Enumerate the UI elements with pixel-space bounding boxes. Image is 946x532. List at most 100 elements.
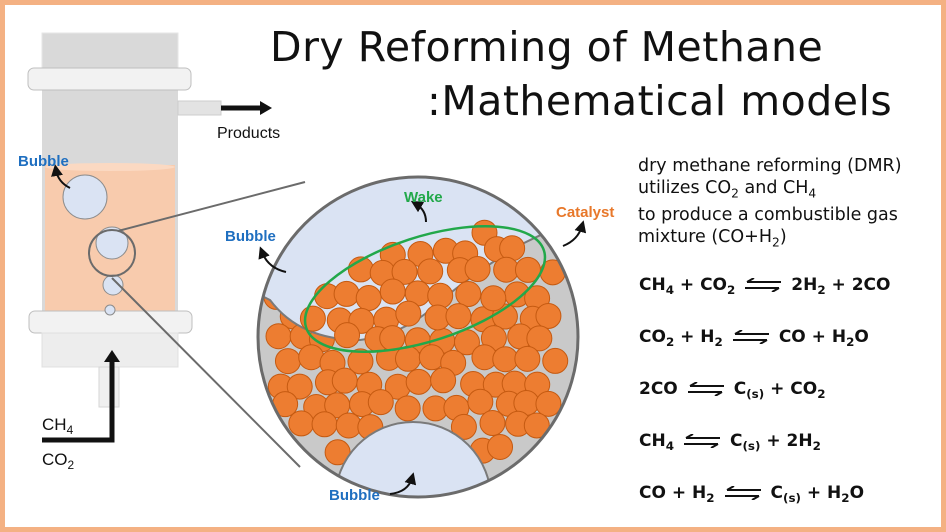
subscript: 2 — [67, 458, 75, 473]
catalyst-particle — [526, 325, 553, 352]
subscript: 2 — [846, 335, 855, 350]
reactants: CH4 + CO2 — [639, 275, 736, 298]
text-segment: utilizes CO — [638, 178, 732, 198]
catalyst-particle — [331, 367, 358, 394]
bubble-label-reactor: Bubble — [18, 153, 69, 170]
text-segment: + H — [800, 483, 842, 503]
catalyst-particle — [523, 412, 550, 439]
catalyst-particle — [535, 302, 562, 329]
equilibrium-arrow-icon — [735, 275, 791, 295]
catalyst-particle — [535, 390, 562, 417]
catalyst-particle — [311, 411, 338, 438]
subscript: 4 — [665, 439, 674, 454]
reaction-equation: CO2 + H2 CO + H2O — [639, 327, 869, 349]
wake-outline — [303, 224, 547, 354]
subscript: 4 — [808, 186, 817, 201]
subscript: 2 — [841, 491, 850, 506]
feed-flow-arrow-icon — [42, 360, 115, 443]
catalyst-particle — [286, 373, 313, 400]
subscript: (s) — [783, 491, 801, 506]
catalyst-particle — [265, 323, 292, 350]
text-segment: CO — [639, 327, 666, 347]
text-segment: C — [733, 379, 747, 399]
catalyst-particle — [394, 395, 421, 422]
text-segment: CH — [42, 415, 67, 434]
subscript: (s) — [742, 439, 761, 454]
catalyst-particle — [480, 285, 507, 312]
equilibrium-arrow-icon — [674, 431, 730, 451]
text-segment: + CO — [674, 275, 728, 295]
text-segment: CO + H — [778, 327, 847, 347]
bubble-column-reactor — [27, 32, 222, 408]
catalyst-particle — [464, 256, 491, 283]
text-segment: O — [849, 483, 865, 503]
subscript: 4 — [665, 283, 674, 298]
zoom-indicator — [88, 229, 136, 277]
text-segment: to produce a combustible gas — [638, 205, 898, 226]
bubble-label-bottom: Bubble — [329, 487, 380, 504]
text-segment: mixture (CO+H — [638, 227, 773, 248]
products: C(s) + H2O — [771, 483, 865, 506]
products: CO + H2O — [778, 327, 869, 350]
catalyst-particle — [467, 388, 494, 415]
description-line: utilizes CO2 and CH4 — [638, 177, 902, 204]
curved-pointer-arrow-icon — [51, 164, 71, 189]
text-segment: 2CO — [639, 379, 678, 399]
feed-ch4-label: CH4 — [42, 415, 73, 437]
subscript: 2 — [727, 283, 736, 298]
catalyst-particle — [430, 367, 457, 394]
catalyst-particle — [405, 368, 432, 395]
subscript: 2 — [817, 283, 826, 298]
description-line: mixture (CO+H2) — [638, 226, 902, 253]
catalyst-particle — [418, 344, 445, 371]
subscript: 2 — [706, 491, 715, 506]
catalyst-particle — [417, 258, 444, 285]
text-segment: C — [730, 431, 743, 451]
catalyst-particle — [493, 256, 520, 283]
catalyst-particle — [514, 345, 541, 372]
products-label: Products — [217, 125, 281, 142]
catalyst-particle — [333, 280, 360, 307]
catalyst-particle — [395, 300, 422, 327]
title-line-2: :Mathematical models — [427, 77, 893, 125]
description-line: to produce a combustible gas — [638, 204, 902, 226]
text-segment: CO + H — [639, 483, 707, 503]
text-segment: CO — [42, 450, 68, 469]
catalyst-label: Catalyst — [556, 204, 615, 221]
catalyst-particle — [455, 281, 482, 308]
text-segment: ) — [779, 227, 787, 248]
catalyst-particle — [427, 282, 454, 309]
text-segment: dry methane reforming (DMR) — [638, 156, 902, 176]
catalyst-particle — [492, 346, 519, 373]
reaction-equation: CH4 + CO2 2H2 + 2CO — [639, 275, 890, 297]
products: 2H2 + 2CO — [791, 275, 891, 298]
description-line: dry methane reforming (DMR) — [638, 155, 902, 177]
bubble-label-top: Bubble — [225, 228, 276, 245]
subscript: (s) — [746, 387, 765, 402]
products: C(s) + CO2 — [733, 379, 826, 402]
catalyst-particle — [288, 410, 315, 437]
equilibrium-arrow-icon — [678, 379, 734, 399]
text-segment: + H — [674, 327, 715, 347]
reactants: CO + H2 — [639, 483, 715, 506]
title-line-1: Dry Reforming of Methane — [270, 23, 824, 71]
subscript: 2 — [772, 235, 780, 250]
catalyst-particle — [379, 325, 406, 352]
text-segment: CH — [639, 275, 666, 295]
text-segment: + 2H — [760, 431, 813, 451]
equilibrium-arrow-icon — [715, 483, 771, 503]
reaction-equation: 2CO C(s) + CO2 — [639, 379, 826, 401]
catalyst-particle — [542, 347, 569, 374]
subscript: 4 — [66, 423, 74, 438]
subscript: 2 — [817, 387, 826, 402]
text-segment: + 2CO — [825, 275, 891, 295]
subscript: 2 — [731, 186, 739, 201]
catalyst-particle — [391, 258, 418, 285]
catalyst-particle — [379, 278, 406, 305]
catalyst-particle — [367, 389, 394, 416]
subscript: 2 — [812, 439, 821, 454]
text-segment: + CO — [764, 379, 818, 399]
text-segment: and CH — [738, 178, 809, 198]
